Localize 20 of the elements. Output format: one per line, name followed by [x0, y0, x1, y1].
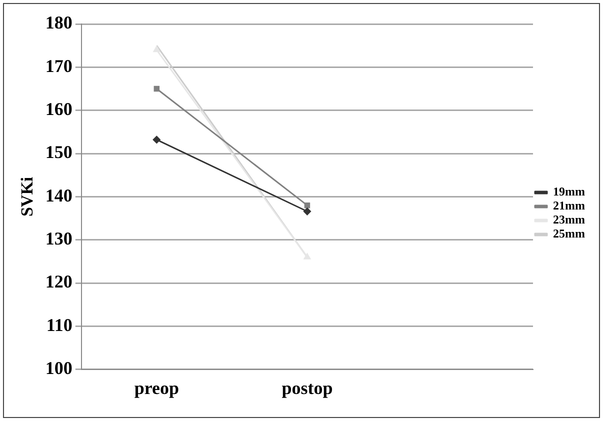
y-tick-label: 100	[45, 358, 72, 378]
point	[304, 202, 310, 208]
y-tick-label: 140	[45, 185, 72, 206]
y-tick-label: 130	[45, 228, 72, 249]
x-tick-label: postop	[282, 378, 333, 398]
y-tick-label: 170	[45, 56, 72, 76]
legend-label: 25mm	[553, 226, 586, 241]
y-tick-label: 110	[46, 314, 72, 335]
legend-label: 23mm	[553, 212, 586, 227]
y-tick-label: 160	[45, 99, 72, 120]
legend-label: 19mm	[553, 184, 586, 199]
y-tick-label: 180	[45, 12, 72, 33]
x-tick-label: preop	[134, 378, 180, 398]
legend-label: 21mm	[553, 198, 586, 213]
y-axis-title: SVKi	[18, 176, 37, 217]
point	[154, 86, 160, 92]
point	[152, 136, 160, 144]
y-tick-label: 120	[45, 272, 72, 292]
y-tick-label: 150	[45, 142, 72, 162]
point	[303, 208, 311, 216]
